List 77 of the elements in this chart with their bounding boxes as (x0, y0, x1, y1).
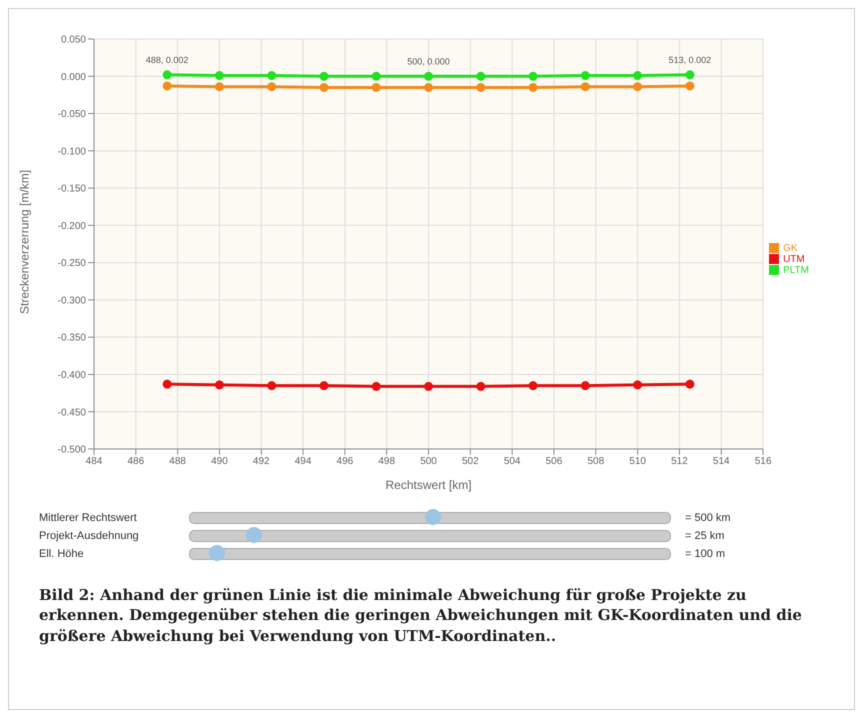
x-tick-label: 508 (587, 456, 605, 468)
annotation: 500, 0.000 (407, 56, 450, 66)
x-tick-label: 484 (86, 456, 103, 468)
point (476, 72, 486, 81)
point (214, 82, 224, 92)
point (424, 72, 434, 81)
point (319, 72, 328, 81)
y-tick-label: -0.100 (58, 146, 86, 158)
point (319, 82, 328, 92)
text: = 100 m (685, 548, 726, 560)
point (476, 82, 486, 92)
point (528, 381, 538, 390)
x-tick-label: 506 (546, 456, 563, 468)
annotation: 488, 0.002 (146, 54, 188, 65)
x-tick-label: 504 (504, 456, 521, 468)
point (162, 70, 172, 80)
point (580, 82, 590, 92)
y-tick-label: -0.050 (58, 109, 86, 120)
legend-label: UTM (783, 254, 805, 264)
y-tick-label: -0.250 (58, 258, 86, 270)
y-tick-label: -0.400 (58, 370, 86, 382)
text: = 25 km (685, 530, 724, 542)
point (162, 81, 172, 90)
y-tick-label: -0.350 (58, 332, 86, 344)
point (372, 382, 381, 391)
point (267, 381, 276, 390)
x-tick-label: 488 (169, 456, 186, 468)
x-tick-label: 486 (127, 456, 145, 468)
y-tick-label: -0.500 (58, 444, 86, 456)
text: = 500 km (685, 512, 731, 524)
point (214, 380, 224, 390)
x-tick-label: 494 (294, 456, 312, 468)
legend-label: PLTM (783, 264, 809, 276)
x-axis-title: Rechtswert [km] (386, 478, 472, 492)
y-tick-label: 0.000 (60, 72, 86, 83)
x-tick-label: 514 (712, 456, 730, 468)
y-tick-label: -0.200 (58, 220, 86, 232)
x-tick-label: 492 (252, 456, 270, 468)
text: Projekt-Ausdehnung (39, 530, 140, 542)
x-tick-label: 490 (211, 456, 228, 468)
point (685, 81, 694, 90)
point (267, 82, 276, 92)
point (633, 71, 642, 80)
point (685, 380, 694, 389)
point (580, 71, 590, 80)
point (162, 380, 172, 389)
x-tick-label: 512 (671, 456, 688, 468)
point (319, 381, 328, 390)
x-tick-label: 498 (378, 456, 396, 468)
x-tick-label: 510 (629, 456, 646, 468)
point (685, 70, 694, 80)
y-tick-label: -0.150 (58, 184, 86, 195)
point (580, 381, 590, 390)
x-tick-label: 496 (336, 456, 354, 468)
text: Bild 2: Anhand der grünen Linie ist die minimale Abweichung für große Projekte zu erkennen. Demgegenüber stehen die geringen Abweichungen mit GK-Koordinaten und die größere Abweichung bei Verwendung von UTM-Koordinaten.. (39, 585, 803, 646)
y-tick-label: 0.050 (60, 34, 86, 46)
annotation: 513, 0.002 (668, 54, 712, 65)
x-tick-label: 502 (462, 456, 480, 468)
point (633, 380, 642, 390)
text: Ell. Höhe (39, 548, 85, 560)
point (476, 382, 486, 391)
x-tick-label: 516 (754, 456, 772, 468)
y-tick-label: -0.300 (58, 295, 86, 306)
point (528, 72, 538, 81)
y-tick-label: -0.450 (58, 407, 86, 418)
point (372, 82, 381, 92)
point (267, 71, 276, 80)
x-tick-label: 500 (420, 456, 438, 468)
y-axis-title: Streckenverzerrung [m/km] (17, 170, 32, 314)
text: Mittlerer Rechtswert (39, 512, 138, 524)
point (372, 72, 381, 81)
point (424, 382, 434, 391)
point (528, 82, 538, 92)
point (424, 82, 434, 92)
point (633, 82, 642, 92)
point (214, 71, 224, 80)
legend-label: GK (783, 242, 798, 254)
